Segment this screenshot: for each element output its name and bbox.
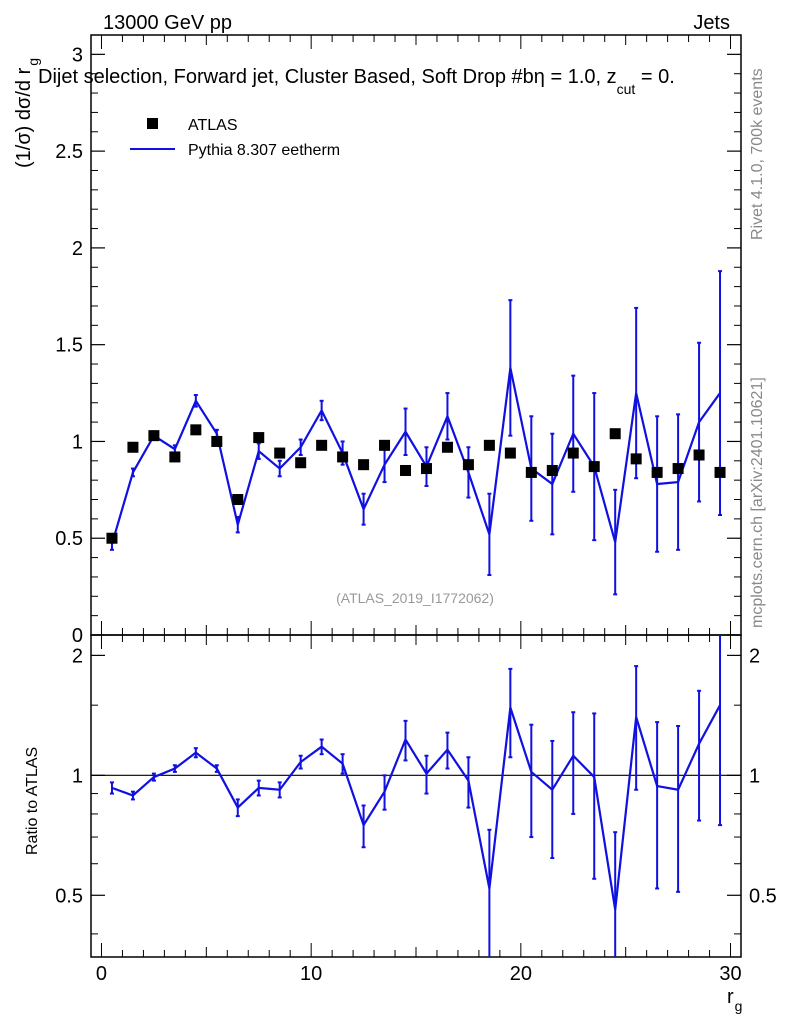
ratio-ytick-label: 0.5 (55, 885, 83, 907)
beam-label: 13000 GeV pp (103, 12, 232, 34)
atlas-data-point (420, 463, 432, 475)
main-axis-ticks: 0 0.5 1 1.5 2 2.5 3 (55, 44, 741, 647)
main-ytick-label: 2 (72, 238, 83, 260)
ratio-ylabel: Ratio to ATLAS (24, 747, 41, 855)
atlas-data-point (316, 439, 328, 451)
main-ytick-label: 1 (72, 431, 83, 453)
atlas-data-point (400, 464, 412, 476)
atlas-data-point (274, 447, 286, 459)
xtick-label: 0 (96, 963, 107, 985)
atlas-data-point (462, 459, 474, 471)
legend-atlas-label: ATLAS (188, 117, 238, 134)
atlas-data-point (379, 439, 391, 451)
atlas-data-point (504, 447, 516, 459)
atlas-data-point (525, 466, 537, 478)
atlas-data-point (441, 441, 453, 453)
ratio-axis-ticks: 0.5 0.5 1 1 2 2 (55, 645, 777, 935)
atlas-data-point (127, 441, 139, 453)
atlas-data-point (693, 449, 705, 461)
atlas-data-point (253, 432, 265, 444)
atlas-data-point (169, 451, 181, 463)
ratio-ytick-label-right: 2 (749, 645, 760, 667)
atlas-data-point (211, 435, 223, 447)
atlas-data-point (337, 451, 349, 463)
rivet-label: Rivet 4.1.0, 700k events (749, 68, 766, 240)
main-ytick-label: 0.5 (55, 528, 83, 550)
ratio-ytick-label: 1 (72, 765, 83, 787)
mcplots-label: mcplots.cern.ch [arXiv:2401.10621] (749, 377, 766, 628)
atlas-data-point (295, 457, 307, 469)
atlas-data-point (483, 439, 495, 451)
atlas-data-point (232, 494, 244, 506)
main-mc-series (109, 270, 723, 596)
atlas-data-point (546, 464, 558, 476)
ratio-ytick-label-right: 1 (749, 765, 760, 787)
atlas-data-point (190, 424, 202, 436)
xtick-label: 30 (719, 963, 741, 985)
atlas-data-point (567, 447, 579, 459)
main-ytick-label: 0 (72, 625, 83, 647)
atlas-data-point (672, 463, 684, 475)
ratio-plot-frame (90, 634, 742, 958)
mc-line (110, 367, 721, 545)
atlas-data-point (609, 428, 621, 440)
atlas-data-point (588, 461, 600, 473)
main-data-series (106, 424, 726, 544)
atlas-data-point (106, 532, 118, 544)
atlas-data-point (358, 459, 370, 471)
ratio-line (111, 704, 721, 910)
xlabel: rg (727, 986, 742, 1014)
x-axis-ticks: 0 10 20 30 (96, 35, 742, 985)
atlas-data-point (651, 466, 663, 478)
legend-atlas-marker (147, 118, 158, 129)
plot-title: Dijet selection, Forward jet, Cluster Ba… (38, 66, 675, 97)
main-ylabel: (1/σ) dσ/d rg (13, 58, 41, 168)
ratio-ytick-label: 2 (72, 645, 83, 667)
atlas-data-point (630, 453, 642, 465)
ratio-mc-series (109, 635, 723, 957)
xtick-label: 20 (510, 963, 532, 985)
main-ytick-label: 1.5 (55, 335, 83, 357)
analysis-label: (ATLAS_2019_I1772062) (336, 590, 494, 606)
process-label: Jets (693, 12, 730, 34)
atlas-data-point (148, 430, 160, 442)
main-ytick-label: 3 (72, 44, 83, 66)
legend-mc-label: Pythia 8.307 eetherm (188, 142, 340, 159)
main-ytick-label: 2.5 (55, 141, 83, 163)
ratio-ytick-label-right: 0.5 (749, 885, 777, 907)
atlas-data-point (714, 466, 726, 478)
xtick-label: 10 (300, 963, 322, 985)
